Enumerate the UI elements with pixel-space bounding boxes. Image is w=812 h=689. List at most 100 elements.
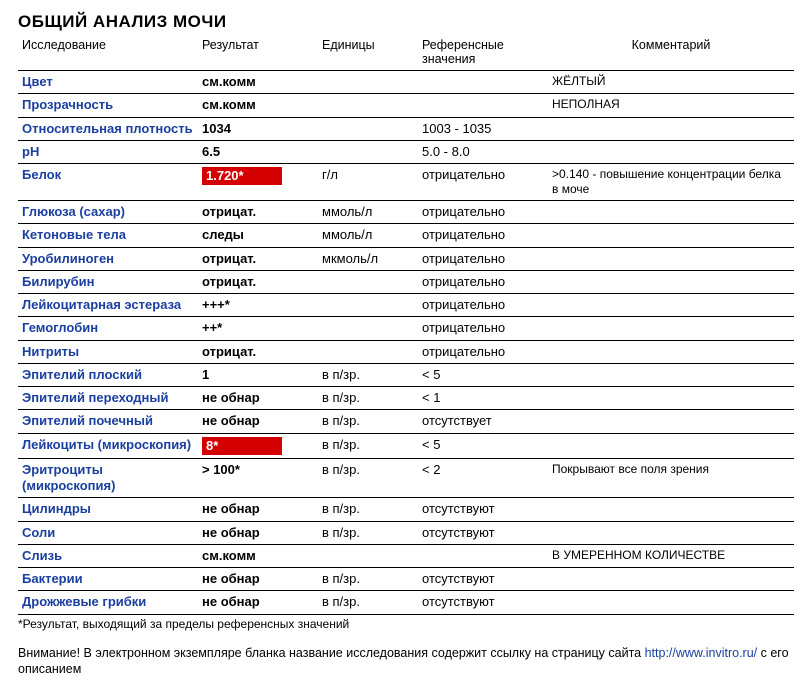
cell-units — [318, 71, 418, 94]
cell-units — [318, 94, 418, 117]
cell-test-name: Слизь — [18, 544, 198, 567]
cell-reference: отсутствуют — [418, 568, 548, 591]
cell-test-name: Билирубин — [18, 270, 198, 293]
cell-test-name: Нитриты — [18, 340, 198, 363]
cell-comment: >0.140 - повышение концентрации белка в … — [548, 164, 794, 201]
cell-result: отрицат. — [198, 247, 318, 270]
cell-reference: отрицательно — [418, 317, 548, 340]
notice-text-prefix: Внимание! В электронном экземпляре бланк… — [18, 646, 645, 660]
cell-units: в п/зр. — [318, 458, 418, 498]
cell-units: в п/зр. — [318, 591, 418, 614]
results-table: Исследование Результат Единицы Референсн… — [18, 36, 794, 615]
cell-units: мкмоль/л — [318, 247, 418, 270]
cell-result: см.комм — [198, 94, 318, 117]
cell-reference: отрицательно — [418, 247, 548, 270]
table-row: Относительная плотность10341003 - 1035 — [18, 117, 794, 140]
cell-result: не обнар — [198, 387, 318, 410]
table-row: Слизьсм.коммВ УМЕРЕННОМ КОЛИЧЕСТВЕ — [18, 544, 794, 567]
cell-units — [318, 117, 418, 140]
cell-reference: 1003 - 1035 — [418, 117, 548, 140]
table-row: Эпителий почечныйне обнарв п/зр.отсутств… — [18, 410, 794, 433]
cell-comment: В УМЕРЕННОМ КОЛИЧЕСТВЕ — [548, 544, 794, 567]
cell-units: в п/зр. — [318, 498, 418, 521]
cell-test-name: Эритроциты (микроскопия) — [18, 458, 198, 498]
cell-test-name: Соли — [18, 521, 198, 544]
table-row: Лейкоциты (микроскопия)8*в п/зр.< 5 — [18, 433, 794, 458]
cell-comment: НЕПОЛНАЯ — [548, 94, 794, 117]
col-test: Исследование — [18, 36, 198, 71]
cell-units: в п/зр. — [318, 363, 418, 386]
table-row: Бактериине обнарв п/зр.отсутствуют — [18, 568, 794, 591]
result-alert-badge: 1.720* — [202, 167, 282, 185]
cell-units: ммоль/л — [318, 201, 418, 224]
table-row: Солине обнарв п/зр.отсутствуют — [18, 521, 794, 544]
cell-test-name: Глюкоза (сахар) — [18, 201, 198, 224]
cell-units — [318, 140, 418, 163]
cell-units: г/л — [318, 164, 418, 201]
cell-test-name: Эпителий почечный — [18, 410, 198, 433]
cell-test-name: Цилиндры — [18, 498, 198, 521]
cell-comment — [548, 294, 794, 317]
cell-units — [318, 340, 418, 363]
table-row: pH6.55.0 - 8.0 — [18, 140, 794, 163]
cell-comment — [548, 270, 794, 293]
cell-units — [318, 270, 418, 293]
cell-comment — [548, 317, 794, 340]
cell-reference: отсутствуют — [418, 498, 548, 521]
cell-reference: < 2 — [418, 458, 548, 498]
cell-comment — [548, 591, 794, 614]
table-row: Нитритыотрицат. отрицательно — [18, 340, 794, 363]
cell-result: см.комм — [198, 71, 318, 94]
cell-comment — [548, 363, 794, 386]
cell-reference: отсутствуют — [418, 521, 548, 544]
cell-test-name: Эпителий плоский — [18, 363, 198, 386]
cell-result: не обнар — [198, 410, 318, 433]
cell-reference — [418, 71, 548, 94]
cell-reference: отрицательно — [418, 340, 548, 363]
cell-result: не обнар — [198, 568, 318, 591]
cell-test-name: Лейкоциты (микроскопия) — [18, 433, 198, 458]
cell-comment: Покрывают все поля зрения — [548, 458, 794, 498]
cell-result: следы — [198, 224, 318, 247]
cell-units: в п/зр. — [318, 521, 418, 544]
col-result: Результат — [198, 36, 318, 71]
notice: Внимание! В электронном экземпляре бланк… — [18, 645, 794, 678]
cell-reference: < 1 — [418, 387, 548, 410]
table-header-row: Исследование Результат Единицы Референсн… — [18, 36, 794, 71]
cell-comment — [548, 224, 794, 247]
table-row: Лейкоцитарная эстераза+++*отрицательно — [18, 294, 794, 317]
table-row: Уробилиногенотрицат.мкмоль/лотрицательно — [18, 247, 794, 270]
cell-comment — [548, 410, 794, 433]
cell-result: 1 — [198, 363, 318, 386]
cell-result: 6.5 — [198, 140, 318, 163]
cell-result: отрицат. — [198, 270, 318, 293]
cell-test-name: Белок — [18, 164, 198, 201]
cell-reference: < 5 — [418, 363, 548, 386]
notice-link[interactable]: http://www.invitro.ru/ — [645, 646, 758, 660]
cell-result: ++* — [198, 317, 318, 340]
cell-test-name: Относительная плотность — [18, 117, 198, 140]
cell-comment — [548, 140, 794, 163]
cell-test-name: Уробилиноген — [18, 247, 198, 270]
cell-test-name: Гемоглобин — [18, 317, 198, 340]
cell-units — [318, 317, 418, 340]
cell-reference — [418, 94, 548, 117]
result-alert-badge: 8* — [202, 437, 282, 455]
cell-reference: 5.0 - 8.0 — [418, 140, 548, 163]
cell-comment: ЖЁЛТЫЙ — [548, 71, 794, 94]
cell-test-name: Дрожжевые грибки — [18, 591, 198, 614]
cell-test-name: Эпителий переходный — [18, 387, 198, 410]
cell-reference: отрицательно — [418, 270, 548, 293]
cell-comment — [548, 498, 794, 521]
cell-units: в п/зр. — [318, 568, 418, 591]
cell-comment — [548, 568, 794, 591]
cell-units: в п/зр. — [318, 387, 418, 410]
report-title: ОБЩИЙ АНАЛИЗ МОЧИ — [18, 12, 794, 32]
cell-result: отрицат. — [198, 340, 318, 363]
cell-comment — [548, 340, 794, 363]
cell-comment — [548, 521, 794, 544]
cell-test-name: Бактерии — [18, 568, 198, 591]
cell-reference: отрицательно — [418, 164, 548, 201]
cell-reference: отсутствуют — [418, 591, 548, 614]
cell-result: не обнар — [198, 591, 318, 614]
